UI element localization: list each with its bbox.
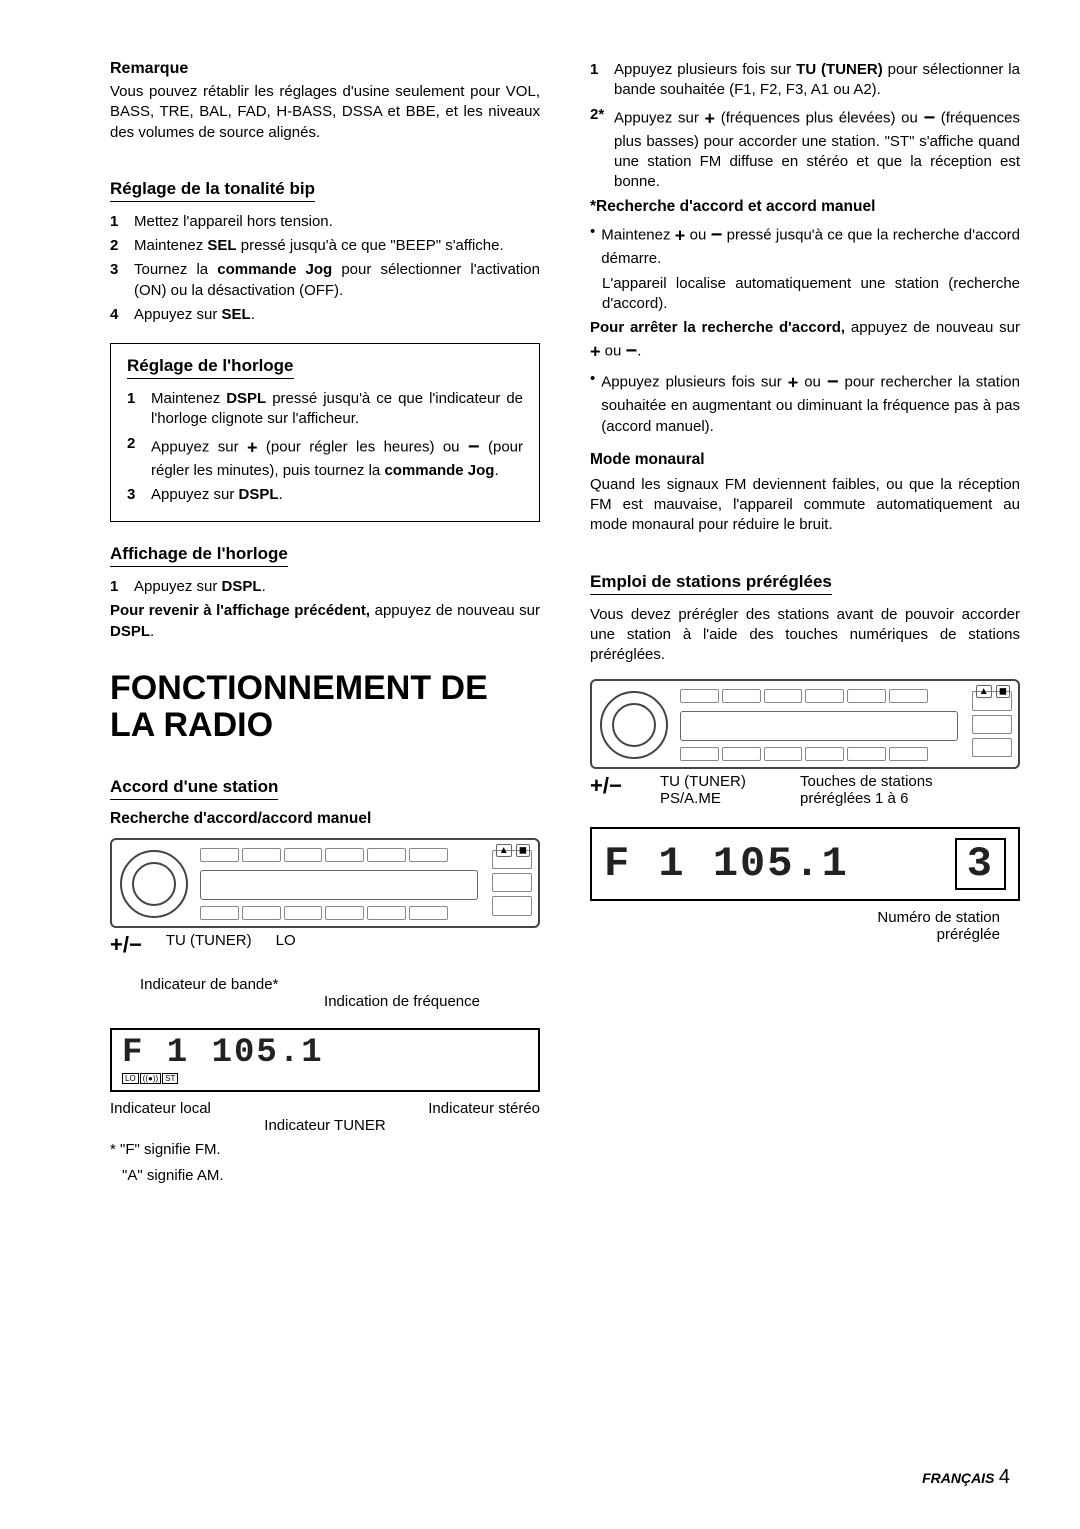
affichage-steps: 1Appuyez sur DSPL. [110,577,540,597]
knob-icon [120,850,188,918]
stereo-indicator-label: Indicateur stéréo [428,1100,540,1117]
ps-label: PS/A.ME [660,790,780,807]
main-title: FONCTIONNEMENT DE LA RADIO [110,670,540,745]
remarque-title: Remarque [110,60,540,78]
preset-num-label-1: Numéro de station [590,909,1000,926]
band-indicator-label: Indicateur de bande* [140,976,540,993]
lcd-diagram: Indicateur de bande* Indication de fréqu… [110,976,540,1134]
lang-label: FRANÇAIS [922,1470,994,1486]
pm-label: +/− [590,773,622,798]
lcd-freq: F 1 105.1 [604,840,849,888]
accord-sub: Recherche d'accord/accord manuel [110,810,540,828]
horloge-steps: 1Maintenez DSPL pressé jusqu'à ce que l'… [127,389,523,505]
bullet-1: •Maintenez + ou − pressé jusqu'à ce que … [590,222,1020,269]
eject-icon: ▲ [496,844,512,857]
footnote-a: "A" signifie AM. [110,1166,540,1186]
left-column: Remarque Vous pouvez rétablir les réglag… [110,60,540,1186]
mono-text: Quand les signaux FM deviennent faibles,… [590,475,1020,536]
lcd-preset-display: F 1 105.1 3 [590,827,1020,901]
lo-label: LO [276,932,296,949]
right-column: 1Appuyez plusieurs fois sur TU (TUNER) p… [590,60,1020,1186]
horloge-box: Réglage de l'horloge 1Maintenez DSPL pre… [110,343,540,522]
page-number: 4 [999,1466,1010,1488]
preset-num-label-2: préréglée [590,926,1000,943]
radio-diagram-2: ▲◼ +/− TU (TUNER) PS/A.ME Touches de sta… [590,679,1020,807]
mono-title: Mode monaural [590,451,1020,469]
tu-label: TU (TUNER) [660,773,780,790]
affichage-return: Pour revenir à l'affichage précédent, ap… [110,601,540,642]
lcd-icon [200,870,478,900]
radio-diagram-1: ▲◼ +/− TU (TUNER) LO [110,838,540,958]
page-footer: FRANÇAIS 4 [922,1466,1010,1489]
affichage-heading: Affichage de l'horloge [110,544,288,567]
touches-label-2: préréglées 1 à 6 [800,790,933,807]
tuner-indicator-label: Indicateur TUNER [110,1117,540,1134]
stop-search: Pour arrêter la recherche d'accord, appu… [590,318,1020,365]
freq-indicator-label: Indication de fréquence [110,993,480,1010]
remarque-text: Vous pouvez rétablir les réglages d'usin… [110,82,540,143]
tonalite-heading: Réglage de la tonalité bip [110,179,315,202]
touches-label-1: Touches de stations [800,773,933,790]
local-indicator-label: Indicateur local [110,1100,211,1117]
lcd-preset-num: 3 [955,838,1006,890]
lcd-icon [680,711,958,741]
recherche-title: *Recherche d'accord et accord manuel [590,198,1020,216]
lcd-text: F 1 105.1 [122,1034,324,1072]
tu-label: TU (TUNER) [166,932,252,949]
knob-icon [600,691,668,759]
preset-heading: Emploi de stations préréglées [590,572,832,595]
bullet-2: •Appuyez plusieurs fois sur + ou − pour … [590,369,1020,437]
accord-heading: Accord d'une station [110,777,278,800]
tuner-steps: 1Appuyez plusieurs fois sur TU (TUNER) p… [590,60,1020,192]
eject-icon: ▲ [976,685,992,698]
preset-intro: Vous devez prérégler des stations avant … [590,605,1020,666]
pm-label: +/− [110,932,142,957]
footnote-f: * "F" signifie FM. [110,1140,540,1160]
horloge-heading: Réglage de l'horloge [127,356,294,379]
bullet-1b: L'appareil localise automatiquement une … [590,274,1020,315]
tonalite-steps: 1Mettez l'appareil hors tension. 2Mainte… [110,212,540,325]
